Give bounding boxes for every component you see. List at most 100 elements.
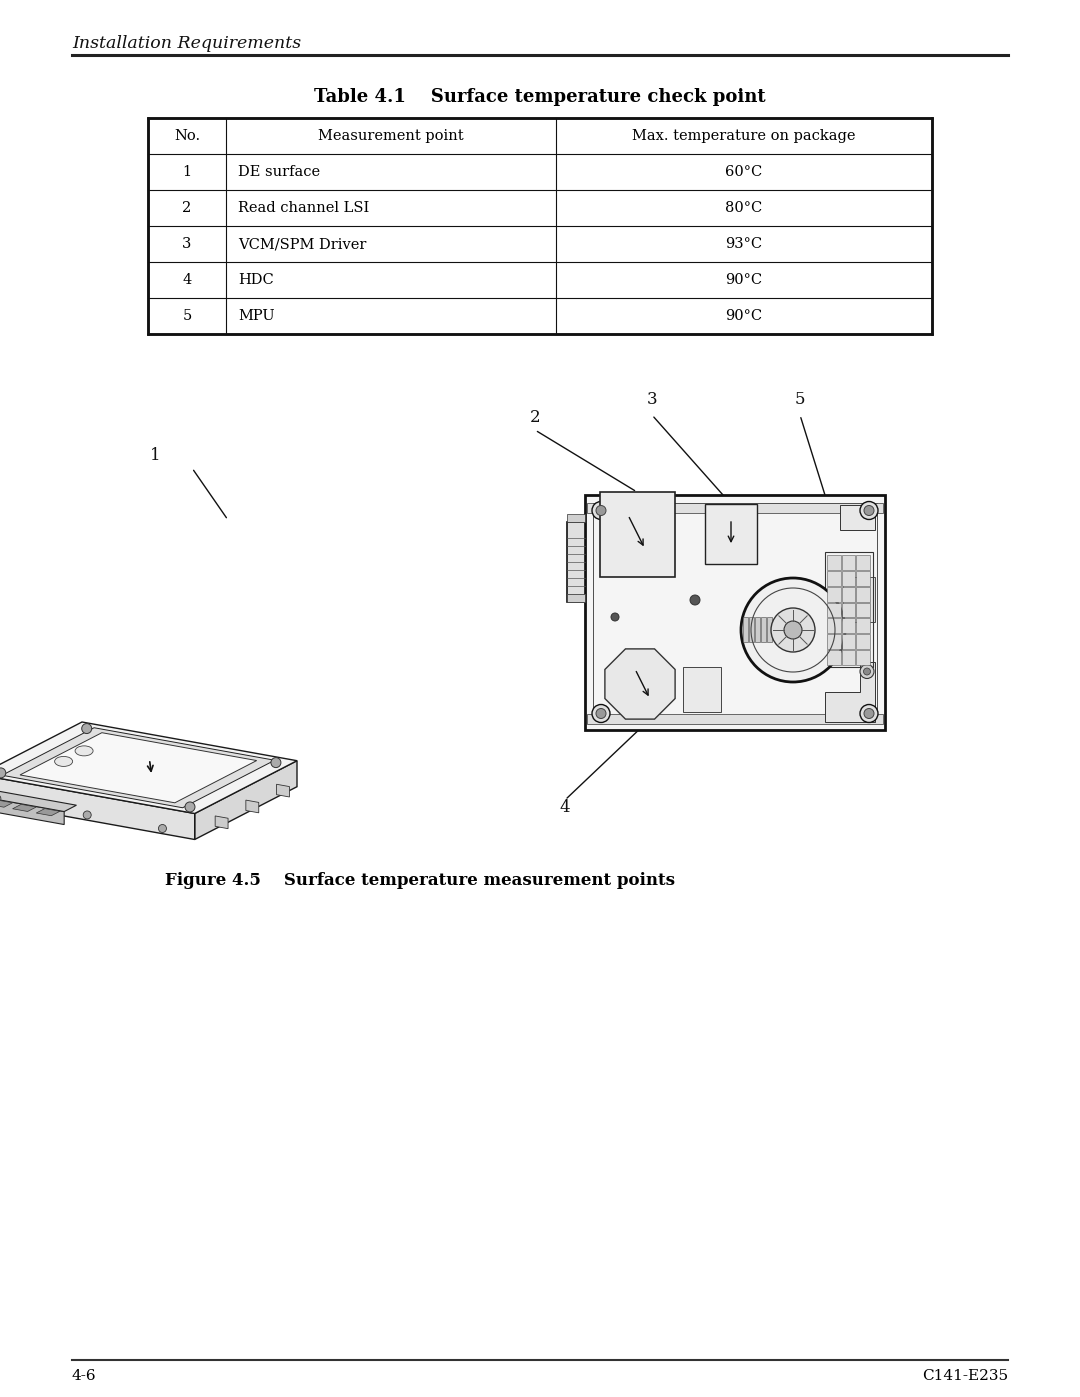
Polygon shape	[0, 798, 64, 824]
Bar	[755, 617, 760, 643]
Text: 60°C: 60°C	[726, 165, 762, 179]
Bar	[856, 619, 870, 633]
Text: Installation Requirements: Installation Requirements	[72, 35, 301, 52]
Bar	[585, 495, 885, 729]
Text: 5: 5	[795, 391, 806, 408]
Text: 3: 3	[183, 237, 191, 251]
Circle shape	[596, 506, 606, 515]
Bar	[856, 634, 870, 650]
Bar	[588, 503, 883, 513]
Text: 4: 4	[183, 272, 191, 286]
Text: MPU: MPU	[238, 309, 274, 323]
Polygon shape	[37, 809, 59, 816]
Polygon shape	[605, 648, 675, 719]
Bar	[827, 571, 840, 585]
Polygon shape	[215, 816, 228, 828]
Text: 80°C: 80°C	[726, 201, 762, 215]
Bar	[827, 587, 840, 602]
Circle shape	[592, 704, 610, 722]
Text: 3: 3	[647, 391, 658, 408]
Circle shape	[596, 708, 606, 718]
Bar	[593, 503, 877, 721]
Text: 1: 1	[150, 447, 160, 464]
Bar	[750, 617, 754, 643]
Bar	[840, 504, 875, 529]
Polygon shape	[246, 800, 259, 813]
Circle shape	[771, 608, 815, 652]
Polygon shape	[194, 761, 297, 840]
Polygon shape	[276, 784, 289, 796]
Circle shape	[592, 502, 610, 520]
Bar	[827, 555, 840, 570]
Bar	[841, 587, 855, 602]
Bar	[827, 634, 840, 650]
Bar	[567, 514, 585, 522]
Circle shape	[864, 506, 874, 515]
Bar	[843, 577, 875, 622]
Polygon shape	[0, 800, 13, 807]
Bar	[600, 492, 675, 577]
Circle shape	[860, 704, 878, 722]
Circle shape	[159, 824, 166, 833]
Text: DE surface: DE surface	[238, 165, 320, 179]
Text: Measurement point: Measurement point	[319, 129, 463, 142]
Circle shape	[83, 810, 91, 819]
Bar	[588, 714, 883, 724]
Polygon shape	[825, 662, 875, 721]
Circle shape	[860, 665, 874, 679]
Polygon shape	[21, 732, 257, 803]
Polygon shape	[0, 775, 194, 840]
Bar	[841, 634, 855, 650]
Text: Figure 4.5    Surface temperature measurement points: Figure 4.5 Surface temperature measureme…	[165, 872, 675, 888]
Text: 90°C: 90°C	[726, 272, 762, 286]
Bar	[767, 617, 772, 643]
Text: HDC: HDC	[238, 272, 273, 286]
Circle shape	[864, 668, 870, 675]
Circle shape	[860, 502, 878, 520]
Circle shape	[611, 613, 619, 622]
Bar	[827, 602, 840, 617]
Circle shape	[82, 724, 92, 733]
Bar	[856, 571, 870, 585]
Text: 5: 5	[183, 309, 191, 323]
Bar	[825, 552, 873, 666]
Circle shape	[271, 757, 281, 767]
Text: 93°C: 93°C	[726, 237, 762, 251]
Bar	[841, 571, 855, 585]
Bar	[841, 619, 855, 633]
Text: 4-6: 4-6	[72, 1369, 96, 1383]
Text: 90°C: 90°C	[726, 309, 762, 323]
Circle shape	[0, 768, 5, 778]
Bar	[856, 555, 870, 570]
Bar	[761, 617, 766, 643]
Bar	[705, 504, 757, 564]
Bar	[827, 619, 840, 633]
Bar	[856, 602, 870, 617]
Circle shape	[690, 595, 700, 605]
Ellipse shape	[76, 746, 93, 756]
Text: Table 4.1    Surface temperature check point: Table 4.1 Surface temperature check poin…	[314, 88, 766, 106]
Ellipse shape	[55, 756, 72, 767]
Bar	[856, 650, 870, 665]
Text: VCM/SPM Driver: VCM/SPM Driver	[238, 237, 366, 251]
Bar	[841, 555, 855, 570]
Circle shape	[741, 578, 845, 682]
Circle shape	[784, 622, 802, 638]
Text: Max. temperature on package: Max. temperature on package	[632, 129, 855, 142]
Bar	[567, 522, 585, 602]
Polygon shape	[0, 791, 77, 812]
Bar	[841, 650, 855, 665]
Text: Read channel LSI: Read channel LSI	[238, 201, 369, 215]
Text: 2: 2	[183, 201, 191, 215]
Text: 2: 2	[529, 409, 540, 426]
Bar	[148, 117, 932, 334]
Text: 1: 1	[183, 165, 191, 179]
Polygon shape	[2, 728, 274, 807]
Text: 4: 4	[559, 799, 570, 816]
Polygon shape	[13, 805, 37, 812]
Bar	[683, 666, 721, 712]
Polygon shape	[0, 722, 297, 813]
Text: C141-E235: C141-E235	[922, 1369, 1008, 1383]
Circle shape	[864, 708, 874, 718]
Bar	[841, 602, 855, 617]
